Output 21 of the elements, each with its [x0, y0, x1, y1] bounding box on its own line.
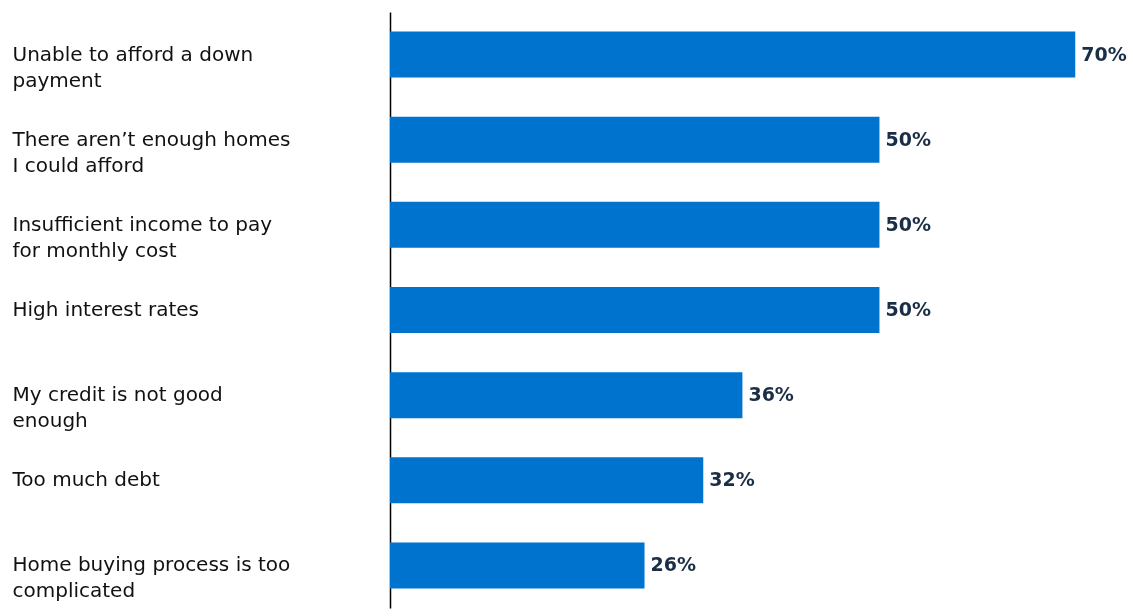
- y-tick-label: Home buying process is too complicated: [12, 552, 291, 603]
- y-tick-label: Unable to afford a down payment: [12, 41, 254, 92]
- y-tick-label: High interest rates: [12, 297, 199, 321]
- y-tick-label: Insufficient income to pay for monthly cost: [12, 211, 273, 262]
- data-label: 50%: [885, 212, 931, 235]
- data-label: 36%: [748, 383, 794, 406]
- data-label: 26%: [650, 553, 696, 576]
- y-tick-label: Too much debt: [11, 467, 161, 492]
- bar: [390, 116, 880, 163]
- y-tick-label: My credit is not good enough: [12, 382, 223, 433]
- bar: [390, 201, 880, 248]
- data-label: 50%: [885, 298, 931, 320]
- bar: [390, 372, 743, 419]
- bar: [390, 457, 704, 504]
- data-label: 70%: [1081, 42, 1127, 65]
- y-tick-label: There aren’t enough homes I could afford: [11, 126, 291, 177]
- bar: [390, 31, 1076, 78]
- data-label: 50%: [885, 127, 931, 150]
- bar: [390, 287, 880, 333]
- bar: [390, 542, 645, 589]
- data-label: 32%: [709, 468, 755, 491]
